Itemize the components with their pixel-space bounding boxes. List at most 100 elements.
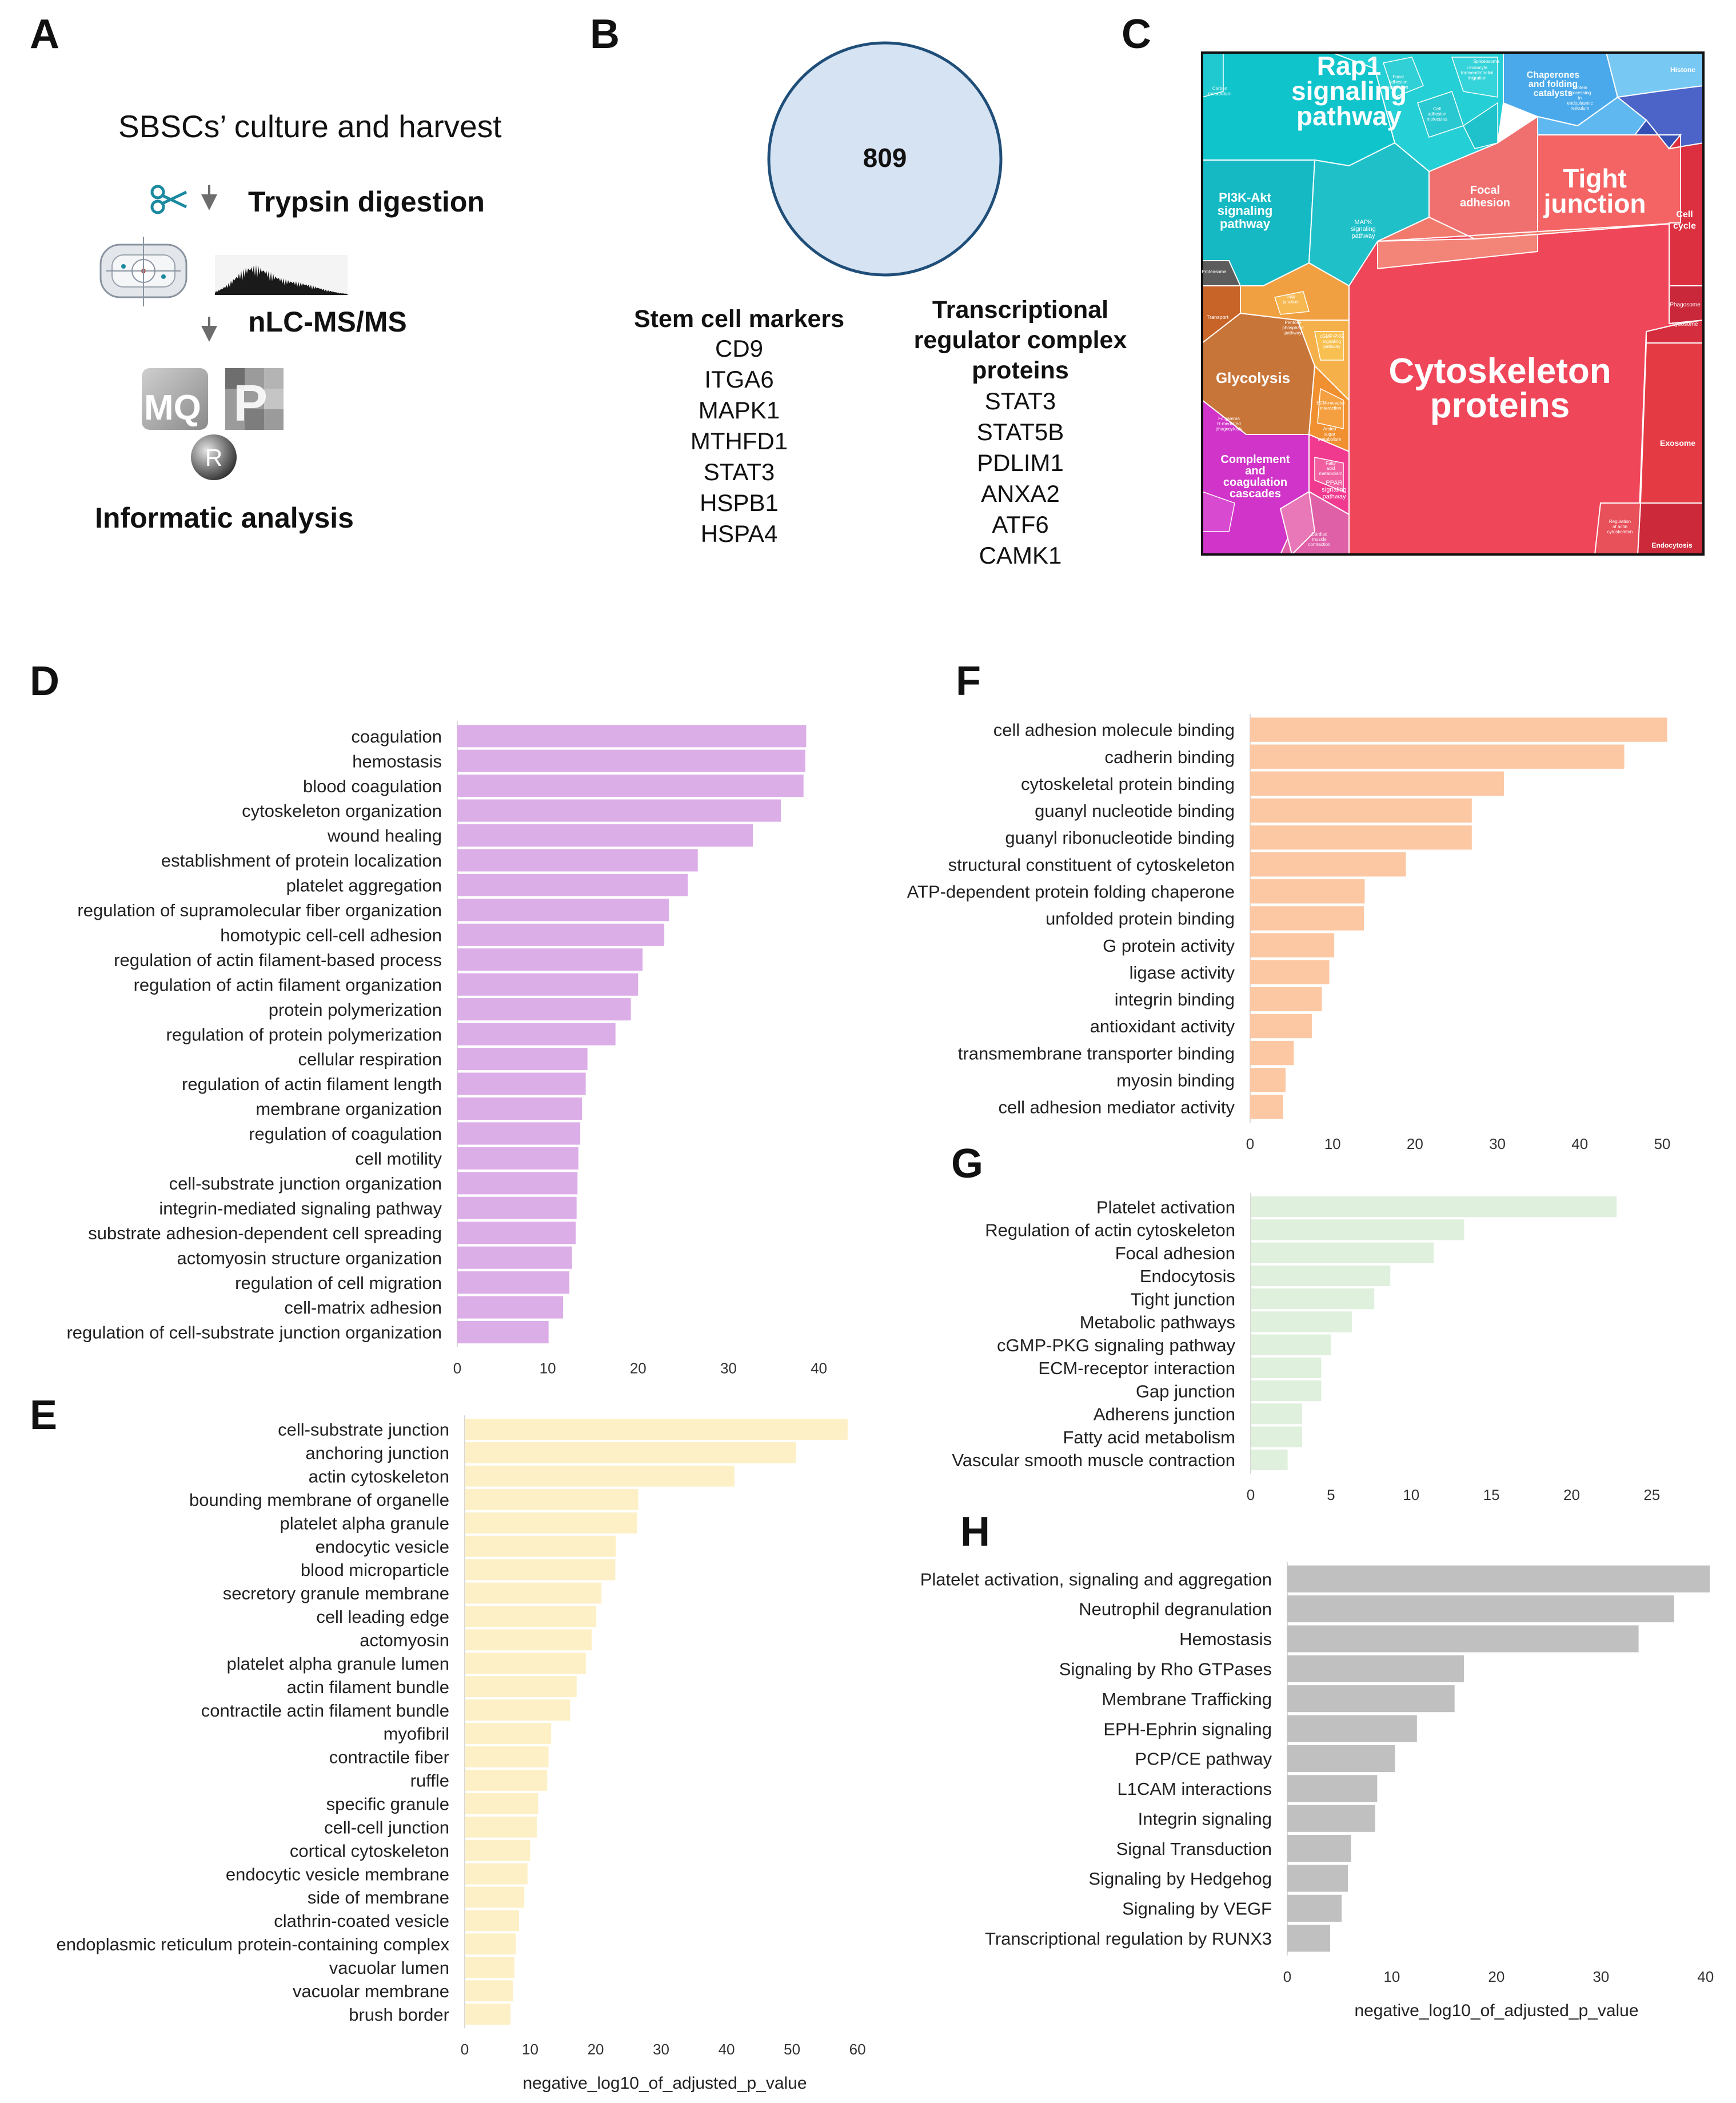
chart-h: Platelet activation, signaling and aggre… [920,1562,1714,2020]
bar [465,1676,577,1698]
panel-f: F cell adhesion molecule binding cadherin… [907,659,1671,1152]
stem-marker-item: HSPA4 [701,520,778,547]
bar [457,1296,563,1319]
tick-label: 30 [1489,1135,1506,1152]
bar [457,1048,588,1071]
cell-small-magenta [1202,491,1235,532]
treemap-label-cardiac: muscle [1312,537,1327,542]
bar [465,1746,549,1767]
category-label: platelet alpha granule lumen [227,1654,450,1674]
cell-proteasome [1202,260,1242,286]
bar [1250,960,1330,984]
category-label: cell-matrix adhesion [284,1298,442,1318]
category-label: ligase activity [1130,963,1235,983]
category-label: Integrin signaling [1138,1809,1272,1829]
tick-label: 40 [811,1359,827,1376]
treemap-label-focal-small: adhesion [1389,79,1407,85]
category-label: endocytic vesicle membrane [226,1864,449,1884]
category-label: guanyl ribonucleotide binding [1005,828,1235,848]
bar [457,1147,578,1170]
panel-e: E cell-substrate junction anchoring junct… [30,1392,866,2093]
category-label: wound healing [327,826,442,846]
cell-lysosome [1646,319,1703,344]
category-label: cell leading edge [316,1607,449,1627]
bar [1250,1040,1294,1066]
category-label: transmembrane transporter binding [958,1043,1235,1063]
category-label: cytoskeletal protein binding [1021,774,1235,794]
bar [1250,906,1364,931]
category-label: regulation of actin filament-based proce… [114,950,442,970]
cell-pink-1 [1279,490,1316,554]
tick-label: 20 [1563,1486,1580,1503]
bar [457,749,805,772]
category-label: specific granule [326,1794,449,1814]
transcriptional-title-line: proteins [972,357,1069,384]
treemap-label-spliceosome: Spliceosome [1473,59,1499,64]
treemap-label-protein-processing: endoplasmic [1567,101,1593,106]
bar [1250,852,1406,877]
panel-a: A SBSCs’ culture and harvest Trypsin dig… [30,11,502,534]
treemap-label-pi3k: pathway [1220,217,1271,231]
step-trypsin-digestion: Trypsin digestion [248,186,485,218]
bar [465,1512,637,1534]
treemap-label-cell-cycle: Cell [1676,210,1693,220]
category-label: Platelet activation, signaling and aggre… [920,1569,1272,1589]
workflow-title: SBSCs’ culture and harvest [118,109,502,144]
category-label: regulation of protein polymerization [166,1024,442,1044]
treemap-label-cgmp: pathway [1323,344,1340,349]
category-label: structural constituent of cytoskeleton [948,855,1235,875]
category-label: anchoring junction [305,1443,449,1463]
panel-c: C [1122,11,1705,556]
bar [1250,1068,1286,1092]
bar [465,1863,528,1885]
treemap-label-gap: Gap [1286,294,1295,300]
stem-marker-item: ITGA6 [704,366,773,393]
treemap-label-fatty: acid [1327,466,1335,471]
transcriptional-title-line: Transcriptional [932,296,1108,324]
bar [465,1816,537,1838]
tick-label: 50 [784,2041,800,2058]
treemap-label-phagosome: Phagosome [1670,302,1701,308]
treemap-label-rap1: pathway [1296,101,1402,131]
bar [1250,987,1322,1012]
treemap-label-complement: coagulation [1223,476,1287,489]
venn-count: 809 [863,143,907,173]
panel-letter-c: C [1122,11,1151,57]
treemap-label-protein-processing: processing [1569,90,1591,95]
transcriptional-protein-item: ATF6 [992,511,1049,538]
tick-label: 40 [1571,1135,1588,1152]
cell-small-orange-2 [1314,331,1344,361]
bar [1251,1426,1302,1447]
r-logo-text: R [205,444,222,471]
treemap-label-pi3k: signaling [1218,203,1273,218]
transcriptional-protein-item: STAT5B [977,418,1064,445]
tick-label: 25 [1643,1486,1660,1503]
treemap-label-pentose: Pentose [1284,320,1302,325]
tick-label: 10 [522,2041,538,2058]
panel-g: G Platelet activation Regulation of actin… [951,1141,1660,1503]
category-label: Platelet activation [1096,1197,1235,1217]
category-label: Tight junction [1131,1289,1235,1309]
cell-small-cyan-3 [1451,57,1498,98]
treemap-label-ppar: PPAR [1326,480,1342,486]
category-label: integrin binding [1115,989,1235,1009]
treemap-label-focal-small: Focal [1392,74,1404,79]
bar [465,1933,516,1955]
category-label: Neutrophil degranulation [1079,1599,1272,1619]
maxquant-logo-text: MQ [144,388,201,428]
bar [465,1910,519,1932]
x-axis-label: negative_log10_of_adjusted_p_value [1354,2001,1638,2020]
bar [1250,798,1472,823]
category-label: coagulation [351,727,442,747]
bar [465,1886,525,1908]
category-label: cadherin binding [1104,747,1235,767]
bar [1251,1219,1464,1240]
x-axis-label: negative_log10_of_adjusted_p_value [522,2074,807,2093]
treemap-label-complement: Complement [1220,453,1290,466]
category-label: actomyosin structure organization [177,1248,442,1268]
bar [1251,1196,1617,1218]
tick-label: 40 [1697,1968,1714,1985]
category-label: contractile actin filament bundle [201,1701,449,1721]
treemap-label-transport: Transport [1207,314,1229,320]
tick-label: 0 [453,1359,461,1376]
